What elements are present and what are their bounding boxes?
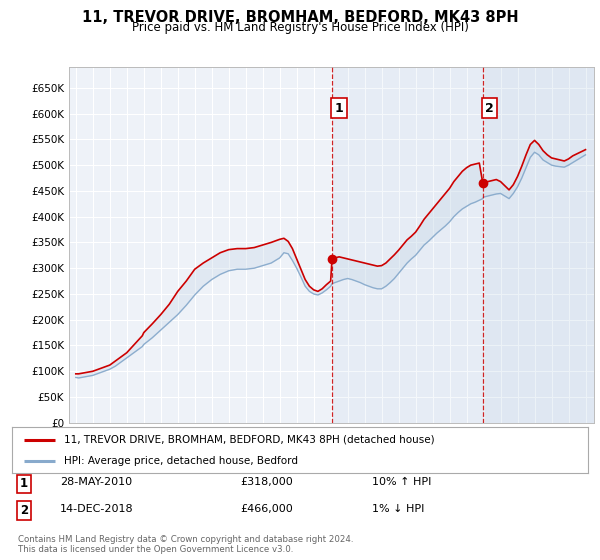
Text: 14-DEC-2018: 14-DEC-2018 (60, 504, 134, 514)
Text: £466,000: £466,000 (240, 504, 293, 514)
Text: 1: 1 (334, 102, 343, 115)
Text: Contains HM Land Registry data © Crown copyright and database right 2024.
This d: Contains HM Land Registry data © Crown c… (18, 535, 353, 554)
Text: £318,000: £318,000 (240, 477, 293, 487)
Text: 11, TREVOR DRIVE, BROMHAM, BEDFORD, MK43 8PH (detached house): 11, TREVOR DRIVE, BROMHAM, BEDFORD, MK43… (64, 435, 434, 445)
Bar (483, 67, 594, 423)
Text: 1% ↓ HPI: 1% ↓ HPI (372, 504, 424, 514)
Text: Price paid vs. HM Land Registry's House Price Index (HPI): Price paid vs. HM Land Registry's House … (131, 21, 469, 34)
Text: 28-MAY-2010: 28-MAY-2010 (60, 477, 132, 487)
Text: HPI: Average price, detached house, Bedford: HPI: Average price, detached house, Bedf… (64, 456, 298, 466)
Text: 2: 2 (485, 102, 494, 115)
Text: 10% ↑ HPI: 10% ↑ HPI (372, 477, 431, 487)
Text: 11, TREVOR DRIVE, BROMHAM, BEDFORD, MK43 8PH: 11, TREVOR DRIVE, BROMHAM, BEDFORD, MK43… (82, 10, 518, 25)
Text: 1: 1 (20, 477, 28, 490)
Bar (332, 67, 594, 423)
Text: 2: 2 (20, 504, 28, 517)
